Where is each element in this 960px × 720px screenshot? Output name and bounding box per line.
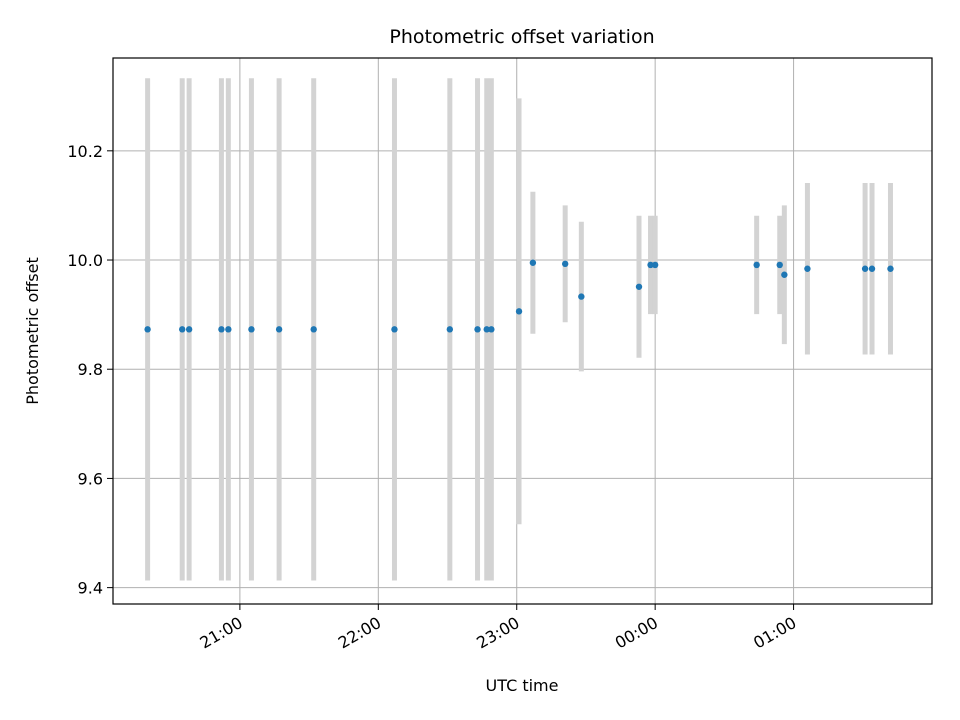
data-point xyxy=(887,265,894,272)
data-point xyxy=(804,265,811,272)
y-tick-label: 9.6 xyxy=(78,469,103,488)
data-point xyxy=(776,261,783,269)
y-axis-label: Photometric offset xyxy=(23,257,42,405)
data-point xyxy=(225,326,232,333)
data-point xyxy=(179,326,186,333)
data-point xyxy=(185,326,193,333)
y-axis: 9.4 9.6 9.8 10.0 10.2 xyxy=(67,142,113,598)
y-tick-label: 9.8 xyxy=(78,360,103,379)
data-point xyxy=(488,326,495,333)
data-point xyxy=(446,326,454,333)
x-axis-label: UTC time xyxy=(486,676,559,695)
y-tick-label: 9.4 xyxy=(78,579,103,598)
data-point xyxy=(647,261,654,269)
plot-frame xyxy=(112,57,933,605)
data-point xyxy=(483,326,490,333)
data-point xyxy=(651,261,659,269)
data-point xyxy=(275,326,283,333)
y-tick-label: 10.2 xyxy=(67,142,103,161)
chart-title: Photometric offset variation xyxy=(389,26,654,48)
data-points xyxy=(144,259,894,333)
data-point xyxy=(868,265,876,272)
data-point xyxy=(781,271,788,278)
data-point xyxy=(861,265,869,272)
data-point xyxy=(248,326,255,333)
data-point xyxy=(561,260,569,268)
data-point xyxy=(635,283,643,290)
data-point xyxy=(753,261,760,269)
data-point xyxy=(515,308,523,315)
data-point xyxy=(474,326,481,333)
data-point xyxy=(529,259,537,266)
data-point xyxy=(391,326,398,333)
data-point xyxy=(144,326,151,333)
data-point xyxy=(310,326,317,333)
data-point xyxy=(218,326,225,333)
y-tick-label: 10.0 xyxy=(67,251,103,270)
data-point xyxy=(578,293,585,300)
